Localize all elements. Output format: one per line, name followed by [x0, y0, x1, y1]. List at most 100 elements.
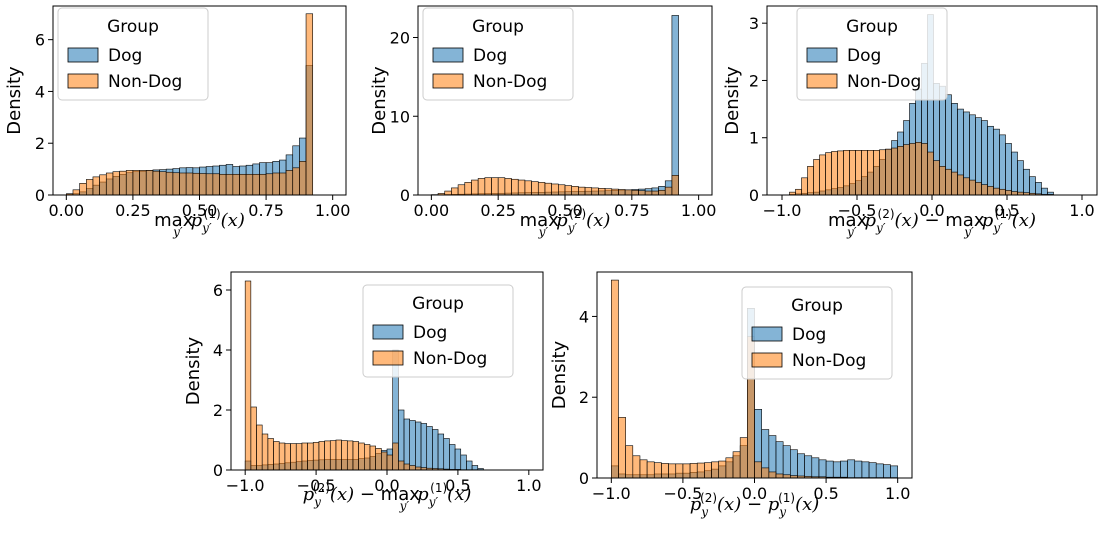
x-axis-label-p1: p: [690, 494, 702, 515]
y-tick-label: 4: [213, 341, 223, 360]
bar: [471, 465, 479, 471]
x-axis-label: max y′py′(2)(x) − max y′py′(1)(x): [828, 207, 1036, 239]
bar: [279, 172, 287, 196]
y-tick-label: 2: [35, 134, 45, 153]
bar: [409, 465, 416, 471]
y-axis-label: Density: [549, 340, 570, 409]
bar: [624, 189, 633, 196]
bar: [392, 442, 399, 471]
x-axis-label-arg2: (x): [1012, 210, 1036, 231]
bar: [443, 438, 450, 471]
bar: [145, 170, 154, 196]
bar: [885, 148, 892, 196]
bar: [761, 467, 770, 479]
x-tick-label: −0.5: [297, 476, 336, 495]
legend-title: Group: [412, 294, 464, 314]
bar: [987, 186, 994, 196]
series-non-dog: [244, 280, 484, 471]
bar: [244, 280, 252, 471]
bar: [307, 442, 314, 471]
bar: [537, 182, 546, 196]
y-tick-label: 0: [400, 186, 410, 205]
y-tick-label: 0: [213, 461, 223, 480]
bar: [92, 176, 100, 196]
x-axis-label-arg1: (x): [330, 484, 360, 505]
legend-swatch-dog: [372, 324, 404, 340]
x-axis-label-sub1: y′: [846, 225, 857, 239]
x-axis-label-op1: max: [520, 210, 565, 231]
x-axis-label-psup2: (1): [778, 491, 795, 505]
bar: [849, 150, 856, 196]
bar: [646, 461, 655, 479]
bar: [813, 159, 820, 196]
bar: [861, 150, 868, 196]
bar: [951, 171, 958, 196]
bar: [444, 190, 452, 196]
series-non-dog: [789, 142, 1054, 196]
bar: [584, 187, 593, 196]
y-tick-label: 10: [390, 107, 410, 126]
bar: [611, 188, 619, 196]
legend-entry-dog: Dog: [108, 46, 142, 66]
x-axis-label: py(2)(x) − max y′py′(1)(x): [303, 481, 472, 513]
bar: [460, 454, 467, 471]
x-axis-label-psup1: (2): [878, 207, 895, 221]
bar: [346, 440, 354, 471]
series-non-dog: [431, 175, 679, 196]
bar: [775, 441, 784, 479]
bar: [212, 173, 220, 196]
x-axis-label-psub2: y′: [428, 495, 439, 509]
bar: [875, 463, 884, 479]
bar: [471, 179, 479, 196]
bar: [225, 173, 234, 196]
bar: [668, 463, 677, 479]
bar: [739, 437, 748, 479]
bar: [119, 170, 127, 196]
x-axis-label: max y′py′(1)(x): [154, 207, 245, 239]
bar: [352, 441, 359, 471]
x-tick-label: 1.0: [516, 476, 541, 495]
legend-entry-non-dog: Non-Dog: [108, 72, 182, 92]
bar: [292, 167, 300, 196]
bar: [939, 166, 946, 196]
bar: [451, 187, 459, 196]
bar: [993, 128, 1000, 196]
bar: [1005, 143, 1012, 196]
x-axis-label-sub1: y′: [538, 225, 549, 239]
bar: [369, 445, 376, 471]
x-axis-label: max y′py′(2)(x): [520, 207, 611, 239]
bar: [261, 433, 269, 471]
x-axis-label-arg1: (x): [895, 210, 925, 231]
bar: [891, 147, 898, 196]
bar: [517, 179, 526, 196]
bar: [159, 171, 167, 196]
bar: [671, 15, 679, 196]
bar: [132, 170, 140, 196]
bar: [524, 180, 532, 196]
x-axis-label-op2: max: [381, 484, 426, 505]
x-axis-label-sub1: y′: [172, 225, 183, 239]
bar: [855, 150, 862, 196]
bar: [987, 125, 994, 196]
x-tick-label: 0.5: [813, 484, 838, 503]
bar: [558, 184, 566, 196]
y-tick-label: 6: [213, 281, 223, 300]
bar: [718, 460, 727, 479]
bar: [295, 443, 303, 471]
y-tick-label: 6: [35, 31, 45, 50]
bar: [86, 179, 94, 196]
bar: [578, 186, 586, 196]
bar: [341, 440, 348, 471]
bar: [598, 188, 606, 196]
bar: [618, 417, 626, 479]
bar: [511, 178, 519, 196]
x-tick-label: 0.75: [248, 201, 284, 220]
bar: [464, 182, 472, 196]
bar: [252, 173, 260, 196]
bar: [245, 173, 254, 196]
bar: [868, 462, 877, 479]
bar: [205, 173, 214, 196]
bar: [375, 448, 382, 471]
bar: [219, 173, 227, 196]
